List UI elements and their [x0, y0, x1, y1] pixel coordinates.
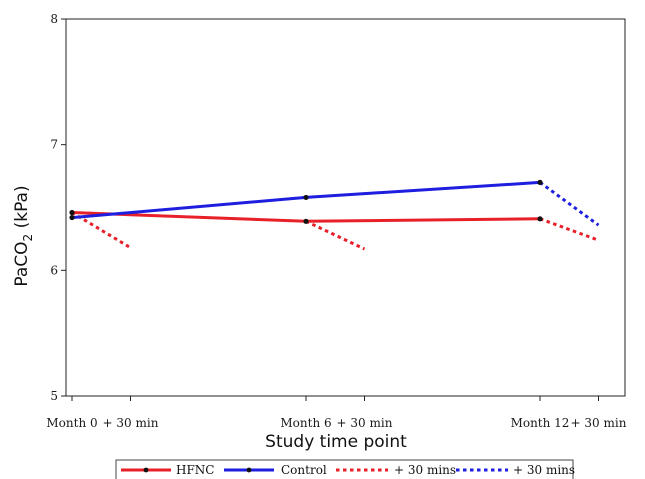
y-tick-label-3: 8 [50, 12, 58, 26]
x-tick-label-0: Month 0 [46, 416, 97, 430]
series-1-point-1 [303, 194, 309, 201]
plot-area [69, 179, 600, 251]
legend-marker-0 [143, 467, 149, 473]
series-0-point-0 [69, 209, 75, 216]
legend-label-0: HFNC [176, 463, 214, 477]
x-tick-label-5: + 30 min [571, 416, 627, 430]
series-2-segment-1 [305, 219, 366, 251]
series-1-point-0 [69, 214, 75, 221]
series-0-point-1 [303, 218, 309, 224]
x-tick-label-1: + 30 min [103, 416, 159, 430]
legend-marker-1 [246, 467, 252, 473]
series-2-segment-2 [539, 217, 600, 242]
x-axis-title: Study time point [265, 432, 407, 452]
plot-frame [65, 18, 626, 397]
y-axis-title: PaCO2 (kPa) [12, 185, 35, 286]
series-2-segment-0 [71, 211, 132, 249]
x-tick-label-3: + 30 min [337, 416, 393, 430]
series-3-segment-0 [539, 181, 600, 227]
legend-label-3: + 30 mins [513, 463, 575, 477]
y-tick-label-2: 7 [50, 138, 58, 152]
series-1-point-2 [537, 179, 543, 185]
y-tick-label-0: 5 [50, 389, 58, 403]
x-tick-label-4: Month 12 [511, 416, 570, 430]
legend-label-1: Control [281, 463, 327, 477]
y-tick-label-1: 6 [50, 263, 58, 277]
series-0-point-2 [537, 216, 543, 222]
legend: HFNC Control + 30 mins + 30 mins [115, 459, 575, 479]
legend-label-2: + 30 mins [394, 463, 456, 477]
x-tick-label-2: Month 6 [280, 416, 331, 430]
